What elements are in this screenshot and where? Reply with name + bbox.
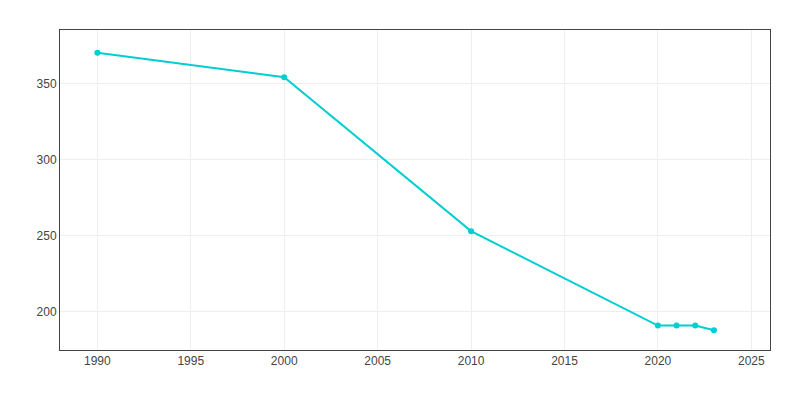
svg-text:250: 250 [37, 229, 57, 243]
svg-text:2025: 2025 [738, 354, 765, 368]
svg-text:2000: 2000 [271, 354, 298, 368]
svg-text:200: 200 [37, 305, 57, 319]
svg-text:1990: 1990 [84, 354, 111, 368]
svg-text:300: 300 [37, 153, 57, 167]
svg-text:350: 350 [37, 77, 57, 91]
svg-text:2015: 2015 [551, 354, 578, 368]
svg-text:2005: 2005 [364, 354, 391, 368]
svg-text:2020: 2020 [645, 354, 672, 368]
svg-text:2010: 2010 [458, 354, 485, 368]
svg-text:1995: 1995 [177, 354, 204, 368]
